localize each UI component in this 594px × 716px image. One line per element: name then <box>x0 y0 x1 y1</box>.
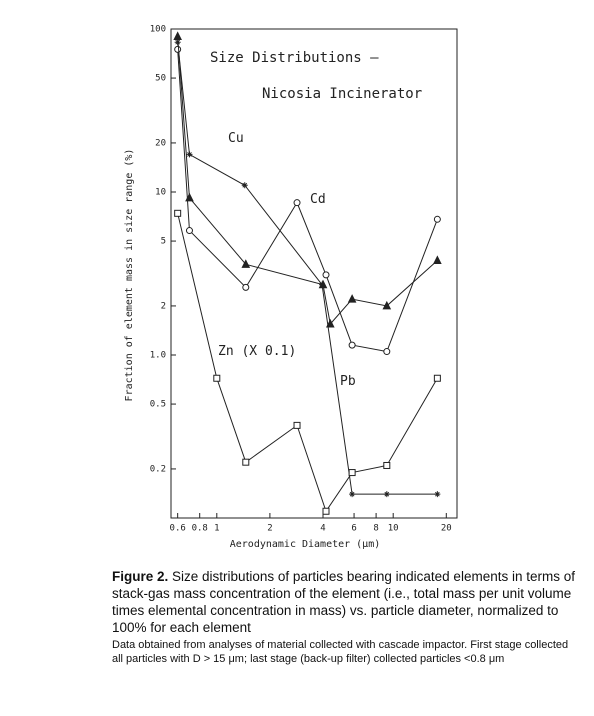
series-label: Cd <box>310 192 326 207</box>
x-tick-label: 0.8 <box>192 524 208 534</box>
y-tick-label: 100 <box>150 25 166 35</box>
x-tick-label: 8 <box>373 524 378 534</box>
marker <box>382 300 392 310</box>
marker <box>242 283 250 291</box>
x-tick-label: 6 <box>351 524 356 534</box>
y-tick-label: 1.0 <box>150 351 166 361</box>
marker <box>383 461 391 469</box>
y-tick-label: 0.5 <box>150 400 166 410</box>
marker <box>174 209 182 217</box>
x-axis-label: Aerodynamic Diameter (μm) <box>230 539 381 550</box>
x-tick-label: 20 <box>441 524 452 534</box>
marker <box>383 348 391 356</box>
plot-frame <box>170 28 458 519</box>
marker <box>383 491 390 498</box>
y-tick-label: 50 <box>155 74 166 84</box>
marker <box>186 151 193 158</box>
marker <box>433 374 441 382</box>
chart: Size Distributions – Nicosia Incinerator… <box>124 25 458 550</box>
caption: Figure 2. Size distributions of particle… <box>112 568 582 666</box>
marker <box>242 458 250 466</box>
marker <box>433 255 442 264</box>
chart-title: Nicosia Incinerator <box>262 86 422 102</box>
marker <box>173 31 182 40</box>
y-tick-label: 2 <box>161 301 166 311</box>
caption-text: Size distributions of particles bearing … <box>112 569 575 635</box>
x-tick-label: 4 <box>320 524 325 534</box>
marker <box>293 199 301 207</box>
marker <box>347 294 357 303</box>
marker <box>322 271 330 279</box>
series-label: Zn (X 0.1) <box>218 344 296 359</box>
x-tick-label: 1 <box>214 524 219 534</box>
y-axis-label: Fraction of element mass in size range (… <box>124 149 135 402</box>
series-line <box>177 42 438 495</box>
chart-title: Size Distributions – <box>210 50 379 66</box>
marker <box>185 192 194 202</box>
x-tick-label: 0.6 <box>170 524 186 534</box>
x-tick-label: 10 <box>388 524 399 534</box>
marker <box>318 279 328 289</box>
series-line <box>177 213 438 513</box>
y-tick-label: 5 <box>161 237 166 247</box>
marker <box>434 491 441 498</box>
series-label: Cu <box>228 131 244 146</box>
series-line <box>177 36 438 326</box>
marker <box>349 491 356 498</box>
caption-label: Figure 2. <box>112 569 169 584</box>
marker <box>174 45 182 53</box>
marker <box>433 215 441 223</box>
marker <box>185 227 193 235</box>
marker <box>322 507 330 515</box>
marker <box>241 182 248 189</box>
marker <box>348 469 356 477</box>
y-tick-label: 10 <box>155 188 166 198</box>
x-tick-label: 2 <box>267 524 272 534</box>
y-tick-label: 0.2 <box>150 464 166 474</box>
marker <box>213 374 221 382</box>
marker <box>348 341 356 349</box>
series-line <box>177 49 438 353</box>
series-label: Pb <box>340 374 356 389</box>
y-tick-label: 20 <box>155 138 166 148</box>
caption-note: Data obtained from analyses of material … <box>112 639 569 665</box>
marker <box>293 421 301 429</box>
marker <box>325 318 335 328</box>
marker <box>241 259 251 268</box>
